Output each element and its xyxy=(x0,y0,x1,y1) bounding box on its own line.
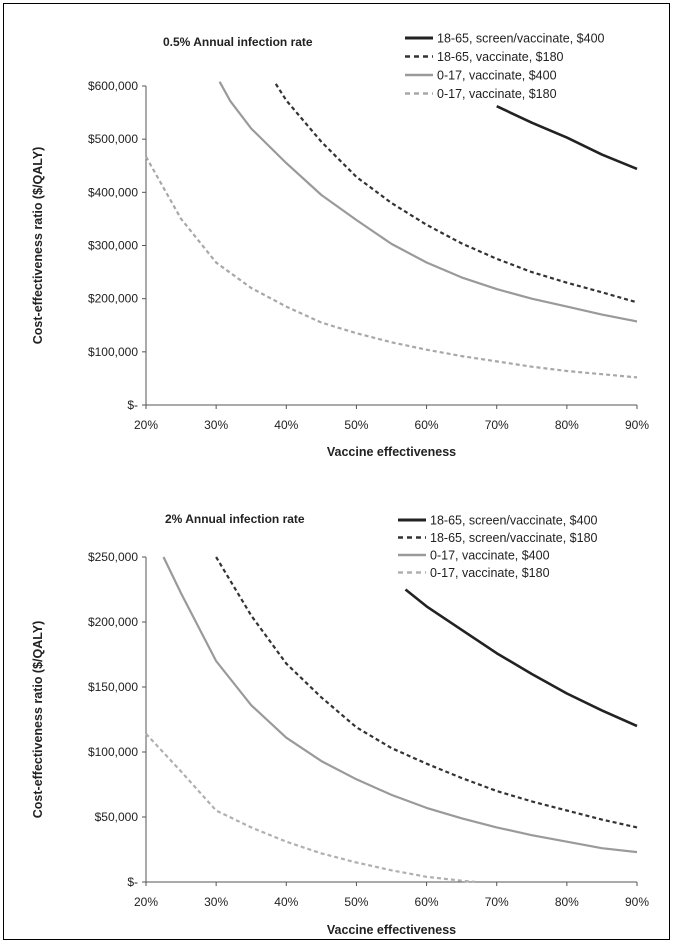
legend-entry: 0-17, vaccinate, $180 xyxy=(430,566,550,580)
x-tick-label: 20% xyxy=(134,418,158,432)
x-tick-label: 70% xyxy=(485,895,509,909)
series-line-2 xyxy=(274,83,638,304)
y-axis-title: Cost-effectiveness ratio ($/QALY) xyxy=(31,621,45,819)
y-tick-label: $400,000 xyxy=(88,185,138,199)
x-tick-label: 90% xyxy=(625,418,649,432)
x-tick-label: 50% xyxy=(344,895,368,909)
y-tick-label: $150,000 xyxy=(88,680,138,694)
series-line-4 xyxy=(145,156,638,379)
chart-title: 2% Annual infection rate xyxy=(165,512,305,526)
y-axis-title: Cost-effectiveness ratio ($/QALY) xyxy=(31,147,45,345)
legend-entry: 18-65, screen/vaccinate, $400 xyxy=(430,514,598,528)
series-line-3 xyxy=(218,81,638,323)
legend-entry: 18-65, screen/vaccinate, $180 xyxy=(430,531,598,545)
chart-panel-top: $- $100,000 $200,000 $300,000 $400,000 $500,0… xyxy=(31,32,649,460)
y-tick-label: $- xyxy=(127,875,138,889)
legend-entry: 18-65, vaccinate, $180 xyxy=(437,50,564,64)
x-tick-label: 60% xyxy=(415,895,439,909)
figure-frame xyxy=(3,3,670,940)
x-tick-label: 80% xyxy=(555,418,579,432)
x-tick-label: 20% xyxy=(134,895,158,909)
y-tick-label: $200,000 xyxy=(88,292,138,306)
y-tick-label: $100,000 xyxy=(88,345,138,359)
chart-title: 0.5% Annual infection rate xyxy=(163,35,313,49)
x-tick-label: 50% xyxy=(344,418,368,432)
y-tick-label: $200,000 xyxy=(88,615,138,629)
legend-entry: 0-17, vaccinate, $400 xyxy=(437,69,557,83)
y-tick-label: $50,000 xyxy=(95,810,139,824)
series-line-2 xyxy=(215,556,638,829)
series-line-4 xyxy=(145,733,476,884)
x-tick-label: 70% xyxy=(485,418,509,432)
legend-entry: 18-65, screen/vaccinate, $400 xyxy=(437,32,605,46)
x-tick-label: 30% xyxy=(204,418,228,432)
y-tick-label: $250,000 xyxy=(88,550,138,564)
x-tick-label: 40% xyxy=(274,895,298,909)
series-line-1 xyxy=(496,105,638,171)
x-tick-label: 80% xyxy=(555,895,579,909)
legend-entry: 0-17, vaccinate, $400 xyxy=(430,549,550,563)
chart-panel-bottom: $- $50,000 $100,000 $150,000 $200,000 $250,00… xyxy=(31,512,649,937)
y-tick-label: $500,000 xyxy=(88,132,138,146)
x-tick-label: 40% xyxy=(274,418,298,432)
x-tick-label: 90% xyxy=(625,895,649,909)
x-tick-label: 60% xyxy=(415,418,439,432)
y-tick-label: $- xyxy=(127,398,138,412)
y-tick-label: $100,000 xyxy=(88,745,138,759)
x-axis-title: Vaccine effectiveness xyxy=(327,445,456,459)
legend-entry: 0-17, vaccinate, $180 xyxy=(437,87,557,101)
series-line-1 xyxy=(404,588,638,728)
x-axis-title: Vaccine effectiveness xyxy=(327,923,456,937)
y-tick-label: $300,000 xyxy=(88,239,138,253)
series-line-3 xyxy=(162,556,638,854)
x-tick-label: 30% xyxy=(204,895,228,909)
y-tick-label: $600,000 xyxy=(88,79,138,93)
